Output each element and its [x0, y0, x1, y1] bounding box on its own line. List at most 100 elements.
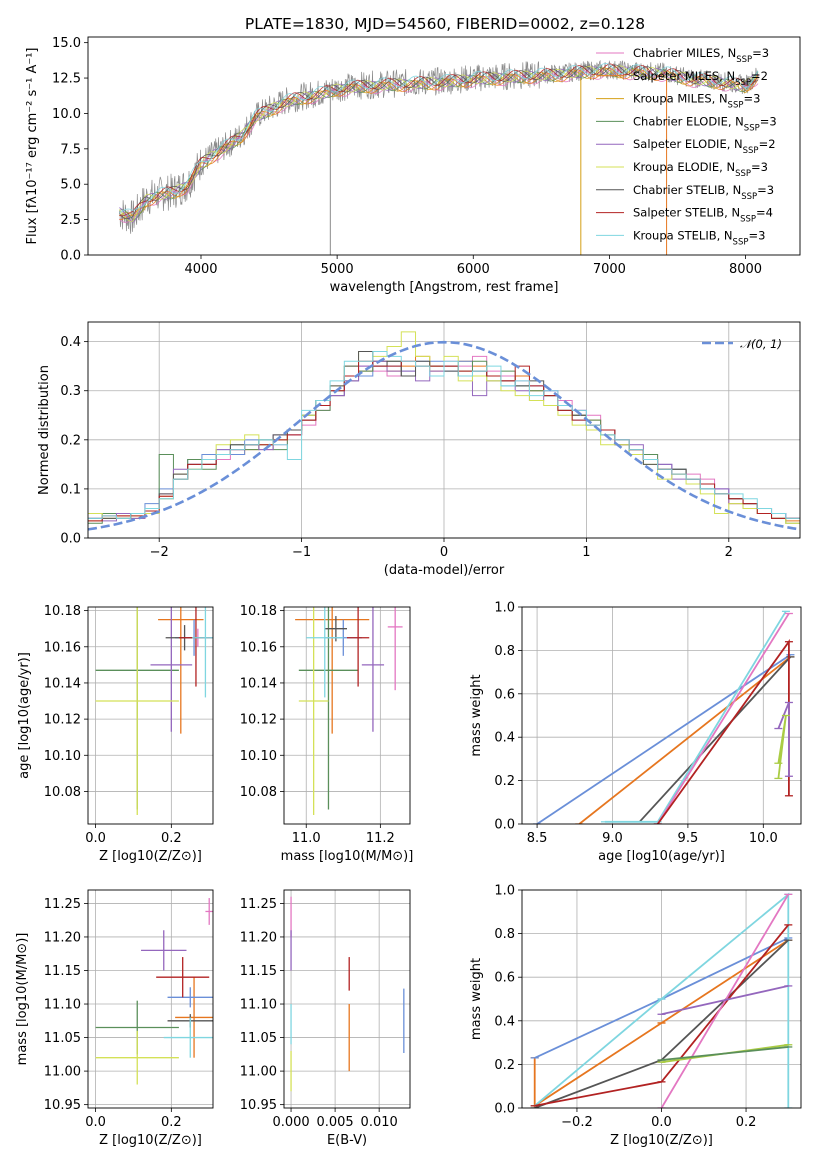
axes-frame: 4000 5000 6000 7000 8000 0.0 2.5 5.0 7.5 10.0 12.5… [25, 36, 801, 295]
y-tick-label: 0.6 [494, 971, 515, 986]
errorbar-point [205, 898, 213, 925]
y-tick-label: 7.5 [60, 142, 81, 157]
y-tick-label: 0.3 [60, 384, 81, 399]
x-tick-label: 0.2 [736, 1115, 757, 1130]
x-axis-label: Z [log10(Z/Z⊙)] [99, 849, 202, 864]
y-tick-label: 10.14 [240, 676, 277, 691]
axes-frame: 11.0 11.2 10.08 10.10 10.12 10.14 10.16 10.18 ma… [240, 604, 414, 864]
x-tick-label: 5000 [321, 262, 354, 277]
errorbar-point [306, 607, 344, 698]
x-axis-label: mass [log10(M/M⊙)] [281, 849, 414, 864]
y-tick-label: 2.5 [60, 213, 81, 228]
y-tick-label: 0.4 [494, 731, 515, 746]
figure-title: PLATE=1830, MJD=54560, FIBERID=0002, z=0… [245, 15, 645, 33]
x-tick-label: −0.2 [561, 1115, 593, 1130]
y-tick-label: 11.25 [44, 897, 81, 912]
x-tick-label: 0.2 [161, 831, 182, 846]
errorbar-point [298, 607, 329, 815]
y-tick-label: 5.0 [60, 178, 81, 193]
weight-line [656, 613, 790, 824]
panel-residuals: −2 −1 0 1 2 0.0 0.1 0.2 0.3 0.4 (data-model)/error… [37, 321, 801, 578]
y-tick-label: 0.4 [494, 1014, 515, 1029]
y-tick-label: 0.8 [494, 927, 515, 942]
y-tick-label: 10.14 [44, 676, 81, 691]
errorbar-point [192, 607, 213, 698]
y-tick-label: 10.16 [240, 640, 277, 655]
y-tick-label: 11.15 [240, 964, 277, 979]
model-line [119, 67, 759, 221]
errorbar-point [347, 607, 370, 687]
errorbar-point [95, 1030, 179, 1085]
y-tick-label: 11.05 [240, 1031, 277, 1046]
panel-age_vs_Z: 0.0 0.2 10.08 10.10 10.12 10.14 10.16 10.18 Z [l… [17, 604, 214, 864]
x-tick-label: 9.0 [602, 831, 623, 846]
weight-line [604, 610, 787, 823]
y-tick-label: 0.0 [494, 1102, 515, 1117]
y-tick-label: 11.10 [44, 998, 81, 1013]
y-tick-label: 0.2 [494, 1058, 515, 1073]
x-tick-label: 11.0 [292, 831, 321, 846]
y-tick-label: 10.08 [44, 785, 81, 800]
model-line [119, 62, 759, 214]
axes-border [87, 36, 801, 256]
x-tick-label: 1 [582, 545, 590, 560]
model-line [118, 64, 759, 220]
axes-border [87, 321, 801, 539]
x-tick-label: −2 [150, 545, 169, 560]
legend-entry: Salpeter MILES, NSSP=2 [633, 69, 768, 88]
errorbar-point [298, 607, 359, 810]
weight-line [656, 638, 790, 824]
y-tick-label: 11.25 [240, 897, 277, 912]
axes-border [521, 606, 802, 825]
axes-border [87, 889, 214, 1109]
legend-entry: Salpeter ELODIE, NSSP=2 [633, 137, 776, 156]
weight-line [536, 653, 791, 824]
errorbar-point [387, 607, 403, 691]
panel-mass_vs_EBV: 0.000 0.005 0.010 10.95 11.00 11.05 11.10 11.15… [240, 889, 411, 1148]
y-tick-label: 10.95 [44, 1098, 81, 1113]
x-tick-label: 4000 [184, 262, 217, 277]
axes-border [87, 606, 214, 825]
y-tick-label: 1.0 [494, 601, 515, 616]
x-axis-label: age [log10(age/yr)] [598, 849, 725, 864]
errorbar-point [175, 977, 213, 1058]
model-line [118, 65, 759, 222]
y-tick-label: 10.12 [240, 713, 277, 728]
panel-age_vs_mass: 11.0 11.2 10.08 10.10 10.12 10.14 10.16 10.18 ma… [240, 604, 414, 864]
errorbar-point [158, 607, 204, 734]
x-tick-label: 0.2 [161, 1115, 182, 1130]
y-tick-label: 11.10 [240, 998, 277, 1013]
y-tick-label: 11.00 [44, 1065, 81, 1080]
y-tick-label: 0.6 [494, 687, 515, 702]
x-tick-label: 2 [725, 545, 733, 560]
y-axis-label: mass weight [469, 958, 484, 1040]
plot-area [295, 607, 403, 815]
y-tick-label: 10.16 [44, 640, 81, 655]
errorbar-point [141, 930, 187, 971]
plot-area [530, 892, 793, 1108]
y-tick-label: 10.0 [52, 107, 81, 122]
errorbar-point [150, 607, 193, 732]
axes-border [283, 889, 411, 1109]
errorbar-point [163, 1017, 213, 1058]
axes-border [521, 889, 802, 1109]
weight-line [534, 892, 790, 1108]
x-tick-label: 0.010 [361, 1115, 398, 1130]
y-tick-label: 0.1 [60, 482, 81, 497]
y-tick-label: 15.0 [52, 36, 81, 51]
plot-area [118, 59, 760, 255]
y-tick-label: 10.18 [44, 604, 81, 619]
y-tick-label: 11.05 [44, 1031, 81, 1046]
weight-line [533, 939, 789, 1108]
x-tick-label: 0.0 [651, 1115, 672, 1130]
x-tick-label: −1 [292, 545, 311, 560]
axes-border [283, 606, 411, 825]
errorbar-point [167, 987, 213, 1008]
y-tick-label: 1.0 [494, 884, 515, 899]
histogram-step [88, 350, 800, 519]
panel-mass_vs_Z: 0.0 0.2 10.95 11.00 11.05 11.10 11.15 11.20 11.2… [15, 889, 214, 1148]
y-tick-label: 11.00 [240, 1065, 277, 1080]
y-tick-label: 10.08 [240, 785, 277, 800]
y-tick-label: 0.2 [494, 774, 515, 789]
